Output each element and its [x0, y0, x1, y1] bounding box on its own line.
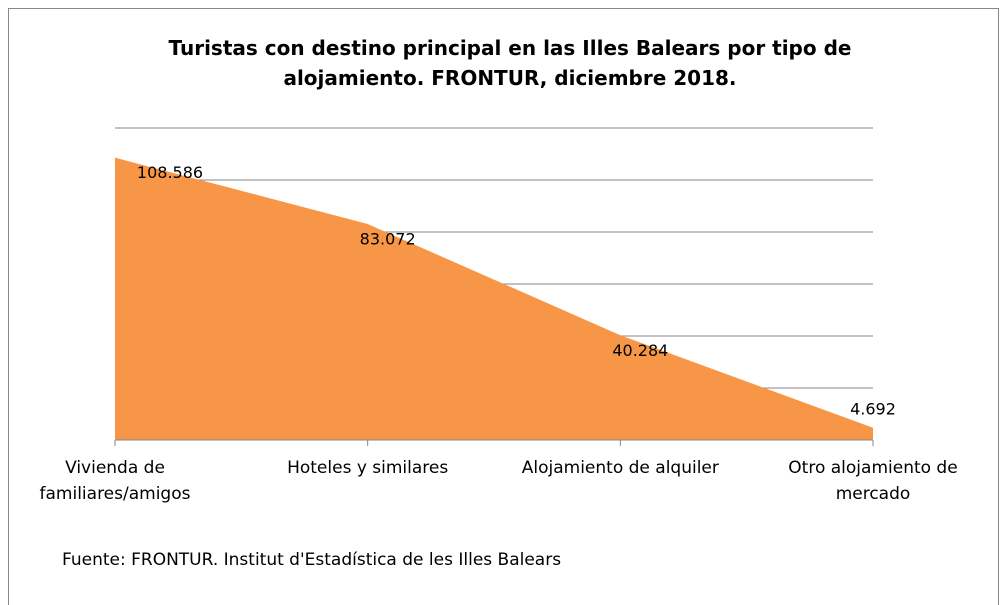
x-tick-label: Vivienda de familiares/amigos: [39, 458, 191, 504]
data-label: 4.692: [850, 400, 896, 419]
x-tick-label: Otro alojamiento de mercado: [788, 458, 958, 504]
source-note: Fuente: FRONTUR. Institut d'Estadística …: [62, 550, 562, 570]
data-label: 108.586: [137, 163, 203, 182]
chart-title: Turistas con destino principal en las Il…: [168, 36, 852, 90]
area: [115, 157, 873, 441]
data-label: 40.284: [612, 341, 668, 360]
chart-border: [8, 8, 999, 605]
data-label: 83.072: [360, 230, 416, 249]
x-tick-label: Hoteles y similares: [287, 458, 449, 478]
x-tick-label: Alojamiento de alquiler: [521, 458, 719, 478]
